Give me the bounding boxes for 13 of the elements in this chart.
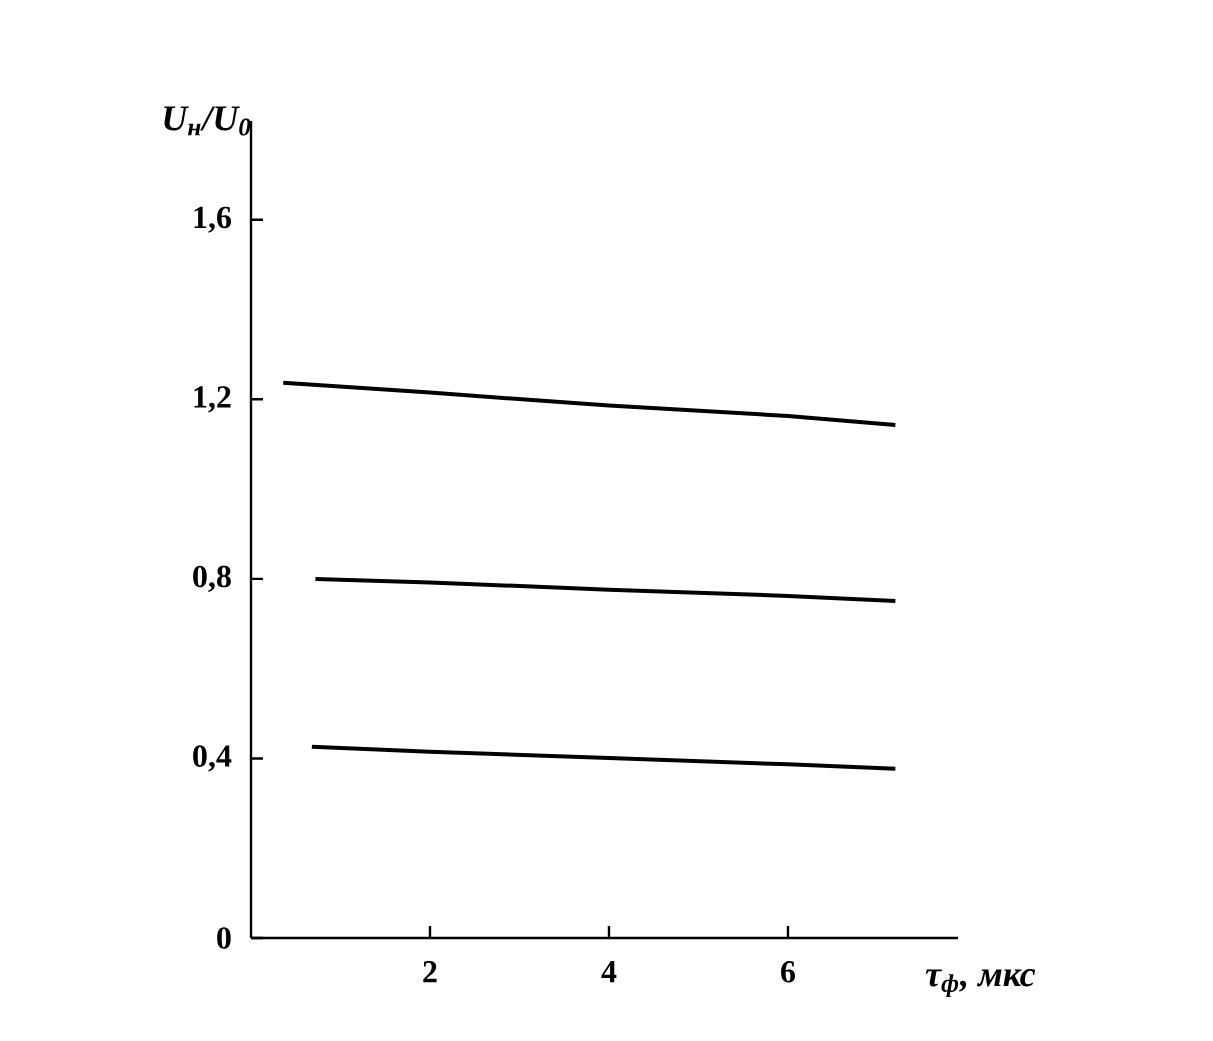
y-tick-label: 1,2 [194,386,231,413]
x-tick-label: 6 [781,961,796,983]
x-tick-label: 4 [601,961,617,983]
y-tick-label: 0,8 [193,565,231,593]
y-axis-title: U$_{н}$/U$_{0}$ [164,106,251,136]
y-tick-label: 0,4 [193,745,232,772]
x-tick-label: 2 [423,961,437,983]
line-series [313,576,898,603]
y-tick-label: 1,6 [194,206,231,233]
line-series [309,744,898,771]
y-tick-label: 0 [217,927,231,949]
line-series [281,380,898,427]
x-axis-title: τ$_{ф}$, мкс [925,969,1036,997]
